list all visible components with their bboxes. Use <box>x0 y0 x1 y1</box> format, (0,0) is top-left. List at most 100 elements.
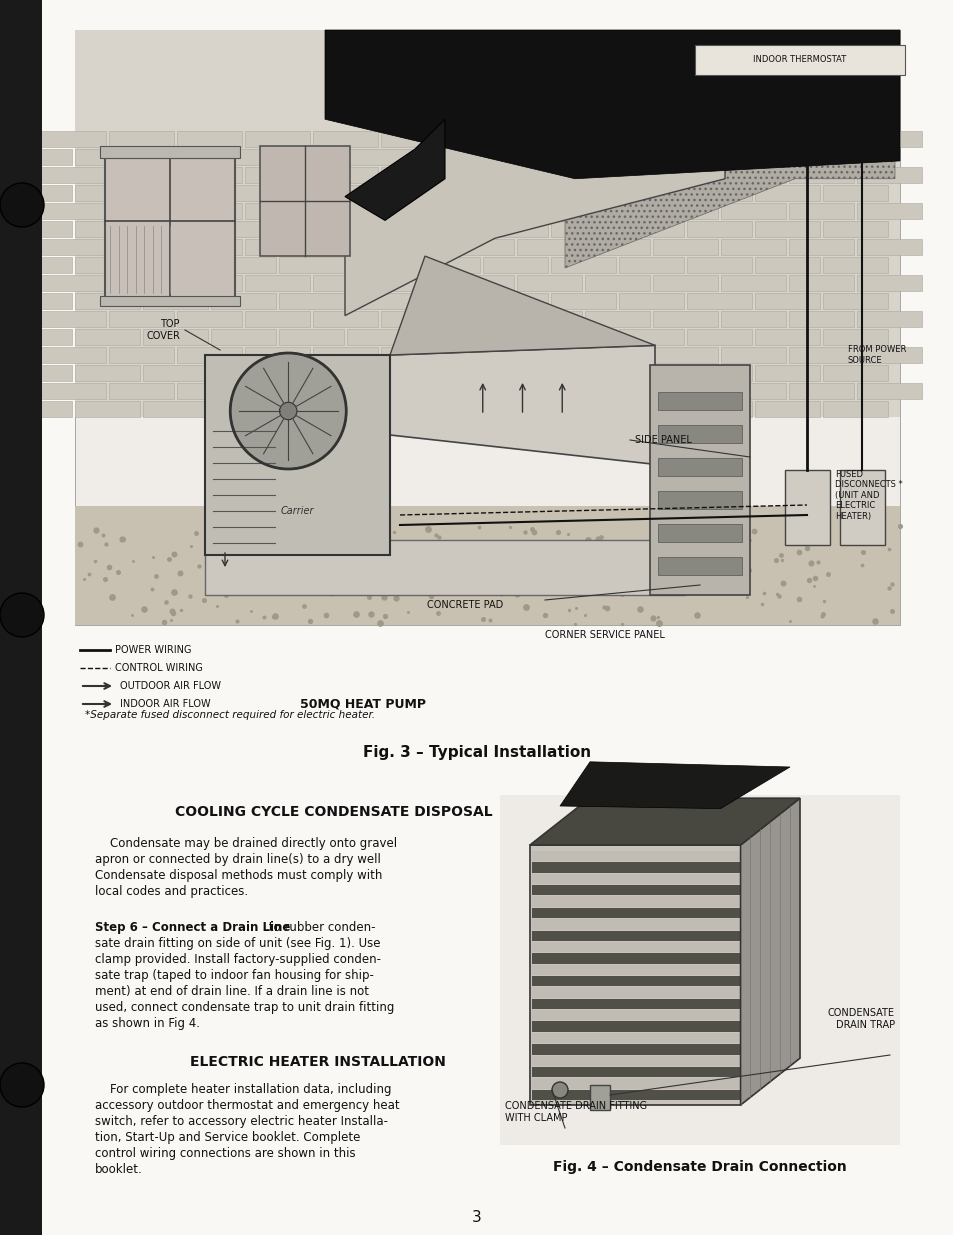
Bar <box>75 30 899 625</box>
Bar <box>245 383 310 399</box>
Bar <box>584 347 649 363</box>
Bar <box>75 400 140 416</box>
Bar <box>211 221 275 237</box>
Bar <box>822 400 887 416</box>
Bar <box>7 185 71 201</box>
Bar <box>143 293 208 309</box>
Polygon shape <box>740 798 800 1105</box>
Bar <box>584 238 649 254</box>
Bar <box>75 257 140 273</box>
Text: COOLING CYCLE CONDENSATE DISPOSAL: COOLING CYCLE CONDENSATE DISPOSAL <box>174 805 492 819</box>
Bar <box>754 293 820 309</box>
Bar <box>532 987 740 998</box>
Bar <box>177 347 242 363</box>
Polygon shape <box>325 30 899 179</box>
Text: booklet.: booklet. <box>95 1163 143 1176</box>
Bar <box>347 364 412 380</box>
Bar <box>109 383 173 399</box>
Bar <box>532 953 740 963</box>
Text: used, connect condensate trap to unit drain fitting: used, connect condensate trap to unit dr… <box>95 1002 394 1014</box>
Bar <box>686 329 751 345</box>
Bar <box>313 167 377 183</box>
Polygon shape <box>345 120 444 220</box>
Bar <box>415 329 479 345</box>
Bar <box>517 347 581 363</box>
Bar <box>822 364 887 380</box>
Bar <box>532 908 740 918</box>
Bar <box>245 274 310 290</box>
Text: For complete heater installation data, including: For complete heater installation data, i… <box>95 1083 391 1095</box>
Text: clamp provided. Install factory-supplied conden-: clamp provided. Install factory-supplied… <box>95 953 380 966</box>
Bar <box>618 221 683 237</box>
Bar <box>109 311 173 327</box>
Bar <box>313 131 377 147</box>
Bar <box>347 400 412 416</box>
Bar <box>380 203 446 219</box>
Text: SIDE PANEL: SIDE PANEL <box>635 435 691 445</box>
Bar <box>143 400 208 416</box>
Bar <box>532 919 740 930</box>
Bar <box>856 274 921 290</box>
Bar <box>658 557 741 576</box>
Bar <box>720 311 785 327</box>
Bar <box>532 999 740 1009</box>
Bar <box>75 221 140 237</box>
Circle shape <box>0 183 44 227</box>
Bar <box>482 329 547 345</box>
Bar <box>75 506 899 625</box>
Bar <box>415 257 479 273</box>
Bar <box>245 203 310 219</box>
Text: local codes and practices.: local codes and practices. <box>95 885 248 898</box>
Bar <box>695 44 904 75</box>
Text: tion, Start-Up and Service booklet. Complete: tion, Start-Up and Service booklet. Comp… <box>95 1131 360 1144</box>
Text: INDOOR AIR FLOW: INDOOR AIR FLOW <box>120 699 211 709</box>
Bar <box>532 851 740 861</box>
Text: control wiring connections are shown in this: control wiring connections are shown in … <box>95 1147 355 1160</box>
Text: to rubber conden-: to rubber conden- <box>265 921 375 934</box>
Bar <box>652 347 718 363</box>
Bar <box>211 364 275 380</box>
Bar <box>618 400 683 416</box>
Bar <box>177 238 242 254</box>
Bar <box>313 347 377 363</box>
Bar <box>856 311 921 327</box>
Bar <box>109 347 173 363</box>
Bar <box>652 383 718 399</box>
Bar <box>822 329 887 345</box>
Bar <box>415 185 479 201</box>
Bar <box>856 131 921 147</box>
Text: CONTROL WIRING: CONTROL WIRING <box>115 663 203 673</box>
Bar <box>532 1067 740 1077</box>
Text: switch, refer to accessory electric heater Installa-: switch, refer to accessory electric heat… <box>95 1115 388 1128</box>
Bar <box>245 311 310 327</box>
Bar <box>720 238 785 254</box>
Bar <box>41 131 106 147</box>
Bar <box>143 221 208 237</box>
Bar <box>517 238 581 254</box>
Bar <box>517 203 581 219</box>
Bar <box>686 148 751 164</box>
Bar <box>143 148 208 164</box>
Bar <box>788 274 853 290</box>
Text: CONCRETE PAD: CONCRETE PAD <box>426 600 502 610</box>
Bar <box>449 347 514 363</box>
Text: Step 6 – Connect a Drain Line: Step 6 – Connect a Drain Line <box>95 921 290 934</box>
Bar <box>754 400 820 416</box>
Text: as shown in Fig 4.: as shown in Fig 4. <box>95 1016 200 1030</box>
Bar <box>449 238 514 254</box>
Bar <box>532 885 740 895</box>
Text: Carrier: Carrier <box>280 506 314 516</box>
Bar <box>551 400 616 416</box>
Bar <box>143 257 208 273</box>
Bar <box>686 400 751 416</box>
Bar <box>856 383 921 399</box>
Bar <box>177 311 242 327</box>
Bar <box>177 274 242 290</box>
Bar <box>788 347 853 363</box>
Bar <box>347 185 412 201</box>
Text: accessory outdoor thermostat and emergency heat: accessory outdoor thermostat and emergen… <box>95 1099 399 1112</box>
Bar <box>347 221 412 237</box>
Bar <box>720 203 785 219</box>
Bar <box>7 148 71 164</box>
Text: OUTDOOR AIR FLOW: OUTDOOR AIR FLOW <box>120 680 221 692</box>
